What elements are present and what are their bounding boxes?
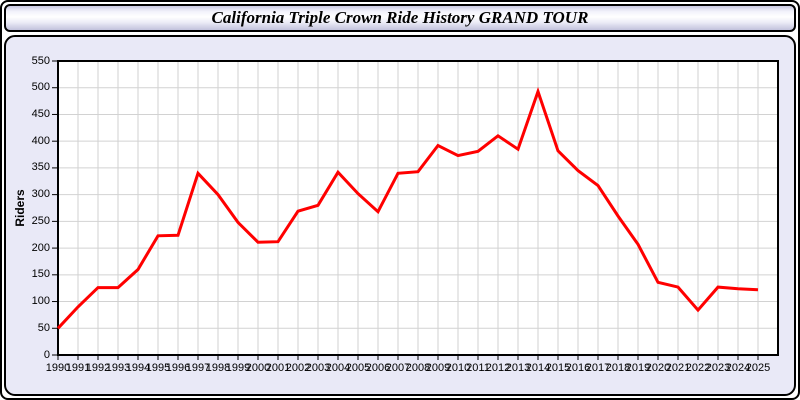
x-tick-label: 2009 — [425, 362, 451, 374]
x-tick-label: 1996 — [165, 362, 191, 374]
title-bar: California Triple Crown Ride History GRA… — [4, 4, 796, 32]
x-tick-label: 1997 — [185, 362, 211, 374]
y-tick-label: 350 — [31, 161, 50, 174]
x-tick-label: 2017 — [585, 362, 611, 374]
x-tick-label: 2016 — [565, 362, 591, 374]
x-tick-label: 1995 — [145, 362, 171, 374]
x-tick-label: 1992 — [85, 362, 111, 374]
x-tick-label: 2021 — [665, 362, 691, 374]
x-tick-label: 2014 — [525, 362, 551, 374]
y-tick-label: 200 — [31, 241, 50, 254]
x-tick-label: 1991 — [65, 362, 91, 374]
x-tick-label: 2008 — [405, 362, 431, 374]
x-tick-label: 2010 — [445, 362, 471, 374]
x-tick-label: 1998 — [205, 362, 231, 374]
y-tick-label: 400 — [31, 134, 50, 147]
y-tick-label: 0 — [43, 348, 50, 361]
x-tick-label: 1993 — [105, 362, 131, 374]
x-tick-label: 2004 — [325, 362, 351, 374]
y-tick-label: 50 — [37, 321, 50, 334]
y-tick-label: 300 — [31, 188, 50, 201]
x-tick-label: 2003 — [305, 362, 331, 374]
page-title: California Triple Crown Ride History GRA… — [211, 8, 589, 27]
x-tick-label: 2020 — [645, 362, 671, 374]
x-tick-label: 2018 — [605, 362, 631, 374]
chart-svg — [52, 60, 779, 360]
x-tick-label: 1999 — [225, 362, 251, 374]
x-tick-label: 2013 — [505, 362, 531, 374]
y-tick-label: 500 — [31, 81, 50, 94]
x-tick-label: 1994 — [125, 362, 151, 374]
y-tick-label: 100 — [31, 295, 50, 308]
x-tick-label: 2001 — [265, 362, 291, 374]
plot-area: Riders 0 50 100 150 200 250 300 350 400 450 500 550… — [13, 55, 779, 374]
x-tick-label: 2007 — [385, 362, 411, 374]
chart-panel: Riders 0 50 100 150 200 250 300 350 400 450 500 550… — [4, 35, 796, 396]
x-tick-label: 2006 — [365, 362, 391, 374]
x-tick-label: 2005 — [345, 362, 371, 374]
y-tick-label: 450 — [31, 107, 50, 120]
y-tick-label: 550 — [31, 54, 50, 67]
x-tick-label: 2011 — [466, 362, 490, 374]
y-tick-label: 150 — [31, 268, 50, 281]
x-tick-label: 2012 — [485, 362, 511, 374]
y-tick-label: 250 — [31, 214, 50, 227]
x-tick-label: 2024 — [725, 362, 751, 374]
x-tick-label: 2022 — [685, 362, 711, 374]
x-tick-label: 2023 — [705, 362, 731, 374]
x-tick-label: 2002 — [285, 362, 311, 374]
x-tick-label: 2019 — [625, 362, 651, 374]
x-tick-label: 2015 — [545, 362, 571, 374]
x-tick-label: 1990 — [45, 362, 71, 374]
x-tick-label: 2025 — [745, 362, 771, 374]
x-tick-label: 2000 — [245, 362, 271, 374]
